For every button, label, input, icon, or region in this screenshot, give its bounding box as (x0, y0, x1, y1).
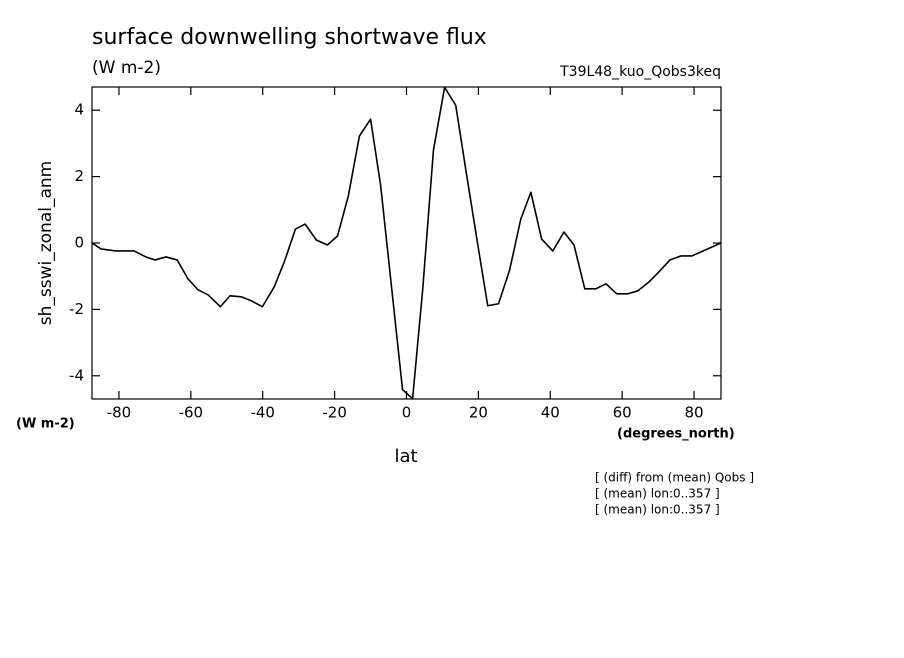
x-tick-label: 40 (541, 404, 560, 422)
x-tick-label: 0 (402, 404, 412, 422)
y-tick-label: 2 (74, 167, 84, 185)
dataset-label: T39L48_kuo_Qobs3keq (559, 64, 721, 80)
x-tick-label: -60 (179, 404, 204, 422)
data-line (91, 86, 722, 400)
y-tick-label: 0 (74, 234, 84, 252)
x-tick-label: 60 (613, 404, 632, 422)
chart-subtitle: (W m-2) (92, 58, 161, 78)
note: [ (mean) lon:0..357 ] (595, 487, 720, 501)
y-axis-units: (W m-2) (16, 417, 75, 432)
note: [ (diff) from (mean) Qobs ] (595, 471, 754, 485)
x-tick-label: 80 (684, 404, 703, 422)
x-tick-label: -40 (250, 404, 275, 422)
x-tick-label: -20 (322, 404, 347, 422)
x-axis-label: lat (394, 446, 417, 467)
x-axis-units: (degrees_north) (617, 427, 735, 442)
note: [ (mean) lon:0..357 ] (595, 503, 720, 517)
y-tick-label: -2 (69, 300, 84, 318)
x-tick-label: -80 (107, 404, 132, 422)
x-tick-label: 20 (469, 404, 488, 422)
y-tick-label: -4 (69, 366, 84, 384)
y-tick-label: 4 (74, 101, 84, 119)
chart-title: surface downwelling shortwave flux (92, 25, 487, 50)
y-axis-label: sh_sswi_zonal_anm (36, 161, 56, 325)
